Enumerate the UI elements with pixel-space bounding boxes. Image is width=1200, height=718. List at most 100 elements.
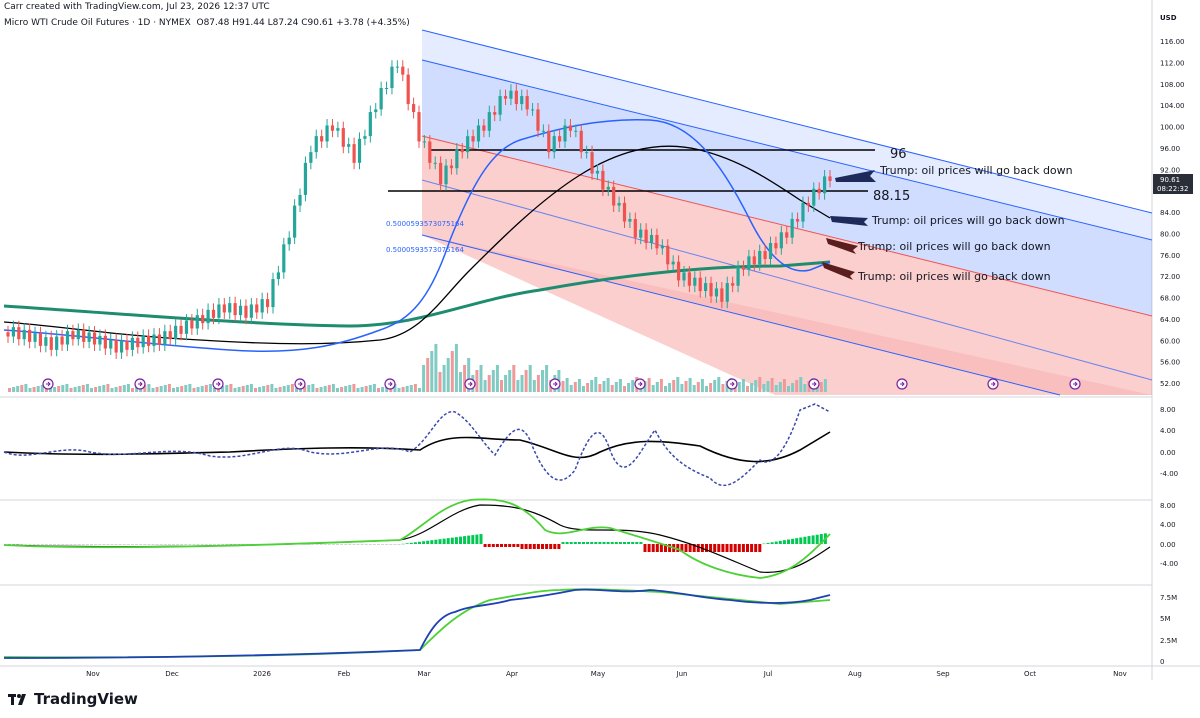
macd-hist-bar	[319, 544, 323, 545]
volume-bar	[118, 386, 122, 392]
macd-hist-bar	[61, 544, 65, 545]
volume-bar	[28, 388, 32, 392]
candle-body	[411, 104, 416, 113]
volume-bar	[122, 385, 126, 392]
macd-hist-bar	[77, 544, 81, 545]
macd-hist-bar	[172, 544, 175, 545]
price-tick-label: 116.00	[1160, 38, 1185, 46]
volume-bar	[582, 386, 585, 392]
volume-bar	[188, 384, 192, 392]
obv-tick-label: 7.5M	[1160, 594, 1177, 602]
macd-hist-bar	[323, 544, 327, 545]
macd-hist-bar	[709, 544, 713, 552]
volume-bar	[450, 351, 454, 392]
candle-body	[644, 229, 648, 243]
candle-body	[720, 288, 724, 302]
macd-hist-bar	[229, 544, 233, 545]
macd-axis[interactable]: 8.00 4.00 0.00 -4.00	[1160, 502, 1178, 568]
macd-hist-bar	[774, 541, 778, 544]
macd-hist-bar	[803, 536, 807, 544]
volume-bar	[483, 380, 487, 392]
volume-bar	[463, 365, 467, 392]
candle-body	[444, 165, 448, 185]
candle-body	[114, 339, 118, 353]
candle-body	[55, 336, 59, 350]
volume-bar	[487, 375, 491, 392]
volume-bar	[746, 386, 749, 392]
candle-body	[249, 304, 253, 318]
macd-hist-bar	[782, 540, 786, 544]
candle-body	[714, 288, 719, 297]
volume-bar	[377, 388, 380, 392]
trump-annotation: Trump: oil prices will go back down	[857, 240, 1051, 253]
macd-hist-bar	[196, 544, 200, 545]
candle-body	[806, 202, 810, 206]
candle-body	[617, 202, 621, 206]
channel-line[interactable]	[421, 179, 1153, 381]
candle-body	[179, 325, 183, 334]
time-tick-label: May	[591, 670, 605, 678]
obv-axis[interactable]: 7.5M 5M 2.5M 0	[1160, 594, 1177, 666]
candle-body	[363, 136, 367, 139]
volume-bar	[696, 382, 700, 392]
candle-body	[758, 251, 762, 265]
macd-hist-bar	[483, 544, 487, 547]
volume-bar	[561, 381, 565, 392]
volume-bar	[274, 388, 278, 392]
candle-body	[525, 96, 529, 110]
volume-bar	[676, 377, 680, 392]
volume-bar	[368, 385, 372, 392]
macd-hist-bar	[409, 542, 413, 544]
macd-hist-bar	[135, 544, 139, 545]
oscillator-axis[interactable]: 8.00 4.00 0.00 -4.00	[1160, 406, 1178, 478]
level-88-label: 88.15	[873, 189, 910, 204]
macd-hist-bar	[389, 544, 393, 545]
price-tick-label: 108.00	[1160, 81, 1185, 89]
channel-line[interactable]	[421, 29, 1153, 214]
candle-body	[439, 162, 443, 185]
candle-body	[211, 309, 216, 318]
candle-body	[455, 149, 459, 169]
macd-hist-bar	[680, 544, 684, 552]
volume-bar	[266, 385, 270, 392]
macd-hist-bar	[36, 544, 40, 545]
candle-body	[228, 303, 232, 313]
volume-bar	[90, 388, 93, 392]
macd-hist-bar	[204, 544, 208, 545]
macd-hist-bar	[557, 544, 561, 549]
event-marker-arrow	[46, 381, 51, 387]
price-axis[interactable]: 116.00 112.00 108.00 104.00 100.00 96.00 92.00…	[1160, 38, 1185, 388]
candle-body	[336, 128, 340, 131]
volume-bar	[721, 384, 725, 392]
trump-annotation: Trump: oil prices will go back down	[879, 164, 1073, 177]
volume-bar	[155, 387, 159, 392]
candle-body	[103, 335, 107, 349]
macd-hist-bar	[688, 544, 692, 552]
macd-hist-bar	[110, 544, 114, 545]
trump-annotation: Trump: oil prices will go back down	[871, 214, 1065, 227]
candle-body	[628, 218, 632, 222]
channel-line[interactable]	[421, 234, 1061, 396]
macd-hist-bar	[368, 544, 372, 545]
time-axis[interactable]: Nov Dec 2026 Feb Mar Apr May Jun Jul Aug Sep Oct Nov	[86, 670, 1127, 678]
candle-body	[487, 112, 491, 131]
volume-bar	[295, 388, 298, 392]
macd-hist-bar	[147, 544, 151, 545]
price-tick-label: 64.00	[1160, 316, 1180, 324]
macd-hist-bar	[180, 544, 184, 545]
candle-body	[790, 218, 794, 238]
macd-hist-bar	[73, 544, 77, 545]
macd-hist-bar	[163, 544, 167, 545]
volume-bar	[372, 384, 376, 392]
volume-bar	[659, 379, 663, 392]
volume-bar	[110, 388, 114, 392]
obv-average-line	[3, 588, 831, 659]
candle-body	[493, 112, 497, 115]
ma-20-line	[3, 118, 831, 353]
macd-hist-bar	[126, 544, 130, 545]
event-markers[interactable]	[42, 378, 1081, 390]
macd-hist-bar	[450, 537, 454, 544]
candle-body	[374, 109, 378, 113]
volume-bar	[762, 384, 766, 392]
